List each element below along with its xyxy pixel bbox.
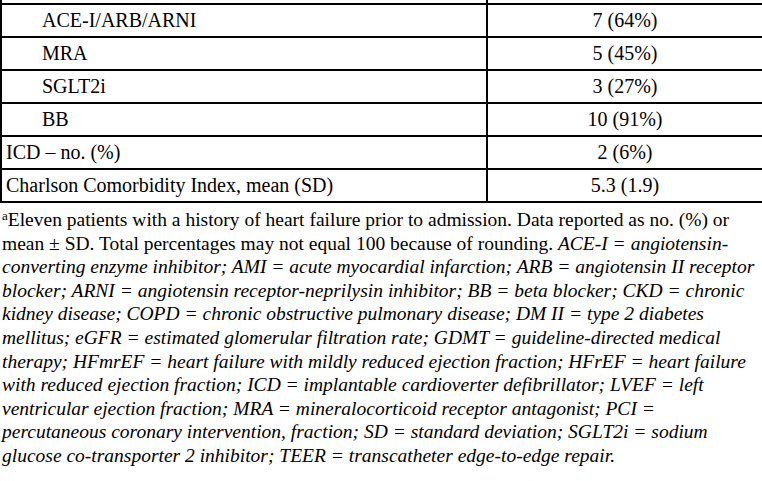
comorbidity-table: ACE-I/ARB/ARNI 7 (64%) MRA 5 (45%) SGLT2… [0, 0, 762, 203]
row-value: 5 (45%) [487, 37, 762, 70]
row-label: ICD – no. (%) [1, 136, 487, 169]
table-row: ICD – no. (%) 2 (6%) [1, 136, 762, 169]
table-footnote: aEleven patients with a history of heart… [0, 208, 762, 468]
row-value: 5.3 (1.9) [487, 169, 762, 202]
table-row: MRA 5 (45%) [1, 37, 762, 70]
row-value: 7 (64%) [487, 4, 762, 37]
row-label: Charlson Comorbidity Index, mean (SD) [1, 169, 487, 202]
table-row: ACE-I/ARB/ARNI 7 (64%) [1, 4, 762, 37]
table-row: SGLT2i 3 (27%) [1, 70, 762, 103]
row-value: 2 (6%) [487, 136, 762, 169]
row-label: ACE-I/ARB/ARNI [1, 4, 487, 37]
row-label: BB [1, 103, 487, 136]
footnote-text-abbreviations: ACE-I = angiotensin-converting enzyme in… [2, 233, 754, 466]
paper-table-page: ACE-I/ARB/ARNI 7 (64%) MRA 5 (45%) SGLT2… [0, 0, 762, 481]
table-row: Charlson Comorbidity Index, mean (SD) 5.… [1, 169, 762, 202]
row-label: SGLT2i [1, 70, 487, 103]
row-label: MRA [1, 37, 487, 70]
row-value: 10 (91%) [487, 103, 762, 136]
table-row: BB 10 (91%) [1, 103, 762, 136]
row-value: 3 (27%) [487, 70, 762, 103]
